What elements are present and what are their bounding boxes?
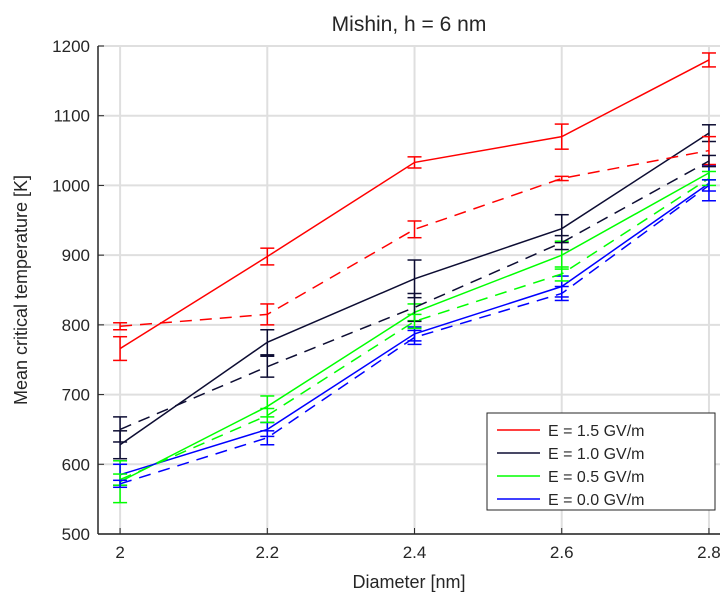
legend-label: E = 1.0 GV/m [548, 446, 644, 463]
series-line [119, 160, 710, 431]
x-axis-label: Diameter [nm] [352, 572, 465, 592]
x-tick-label: 2.2 [255, 543, 279, 562]
y-axis-label: Mean critical temperature [K] [11, 175, 31, 405]
legend-box [486, 412, 716, 511]
y-tick-label: 700 [62, 386, 90, 405]
y-tick-label: 1100 [53, 107, 90, 126]
y-tick-label: 900 [62, 246, 90, 265]
y-tick-label: 1200 [52, 37, 90, 56]
x-tick-label: 2.6 [550, 543, 574, 562]
axes: 2 2.2 2.4 2.6 2.8 500 600 700 800 900 1000 1100 1200 [52, 37, 721, 562]
x-tick-label: 2.4 [403, 543, 427, 562]
series-line [119, 177, 710, 481]
legend-label: E = 0.0 GV/m [548, 492, 644, 509]
series-line [119, 184, 710, 485]
x-tick-label: 2 [115, 543, 124, 562]
legend-label: E = 0.5 GV/m [548, 469, 644, 486]
x-tick-label: 2.8 [697, 543, 721, 562]
series-group [113, 52, 716, 504]
y-tick-label: 1000 [52, 176, 90, 195]
y-tick-label: 800 [62, 316, 90, 335]
y-tick-label: 600 [62, 455, 90, 474]
series-line [120, 149, 710, 327]
legend-label: E = 1.5 GV/m [548, 423, 644, 440]
legend: E = 1.5 GV/m E = 1.0 GV/m E = 0.5 GV/m E = … [486, 412, 716, 511]
y-tick-label: 500 [62, 525, 90, 544]
chart-title: Mishin, h = 6 nm [332, 13, 487, 36]
